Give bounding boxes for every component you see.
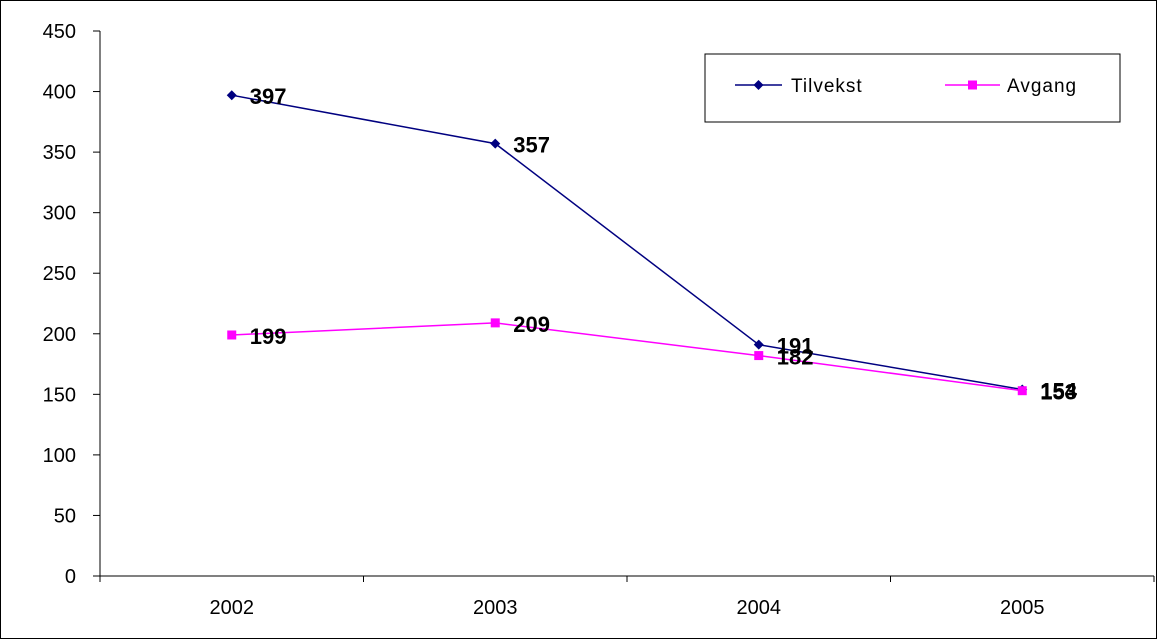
y-tick-label: 250 bbox=[43, 263, 76, 285]
data-label-avgang: 182 bbox=[777, 345, 814, 370]
data-point-tilvekst bbox=[753, 339, 764, 350]
axes: 0 50 100 150 200 250 300 350 400 450 2002 2003 2004 2… bbox=[43, 21, 1155, 619]
data-label-avgang: 153 bbox=[1040, 380, 1077, 405]
data-label-tilvekst: 397 bbox=[250, 84, 287, 109]
data-label-tilvekst: 154 bbox=[1040, 378, 1077, 403]
data-labels: 397 357 191 154 199 209 182 153 bbox=[250, 84, 1078, 405]
data-point-avgang bbox=[227, 330, 237, 340]
series-layer bbox=[226, 90, 1028, 396]
data-point-avgang bbox=[754, 351, 764, 361]
y-tick-label: 0 bbox=[65, 566, 76, 588]
x-tick-label: 2004 bbox=[737, 597, 782, 619]
x-tick-label: 2002 bbox=[210, 597, 255, 619]
y-tick-label: 300 bbox=[43, 203, 76, 225]
y-tick-label: 150 bbox=[43, 384, 76, 406]
data-point-tilvekst bbox=[490, 138, 501, 149]
data-label-tilvekst: 191 bbox=[777, 334, 814, 359]
y-tick-label: 450 bbox=[43, 21, 76, 43]
x-tick-label: 2005 bbox=[1000, 597, 1045, 619]
legend-label-tilvekst: Tilvekst bbox=[791, 76, 863, 97]
x-tick-label: 2003 bbox=[473, 597, 518, 619]
data-label-tilvekst: 357 bbox=[513, 133, 550, 158]
legend-box bbox=[704, 53, 1121, 123]
data-label-avgang: 209 bbox=[513, 312, 550, 337]
y-tick-label: 50 bbox=[54, 505, 76, 527]
legend-marker-avgang bbox=[968, 80, 977, 90]
legend-marker-tilvekst bbox=[753, 80, 764, 90]
series-line-tilvekst bbox=[231, 94, 1023, 391]
data-label-avgang: 199 bbox=[250, 324, 287, 349]
legend: Tilvekst Avgang bbox=[704, 53, 1121, 123]
data-point-tilvekst bbox=[226, 90, 237, 101]
y-tick-label: 100 bbox=[43, 445, 76, 467]
y-tick-label: 350 bbox=[43, 142, 76, 164]
data-point-avgang bbox=[490, 318, 500, 328]
series-line-avgang bbox=[231, 322, 1023, 392]
y-tick-label: 200 bbox=[43, 324, 76, 346]
y-tick-label: 400 bbox=[43, 82, 76, 104]
legend-label-avgang: Avgang bbox=[1007, 76, 1077, 97]
data-point-avgang bbox=[1017, 386, 1027, 396]
